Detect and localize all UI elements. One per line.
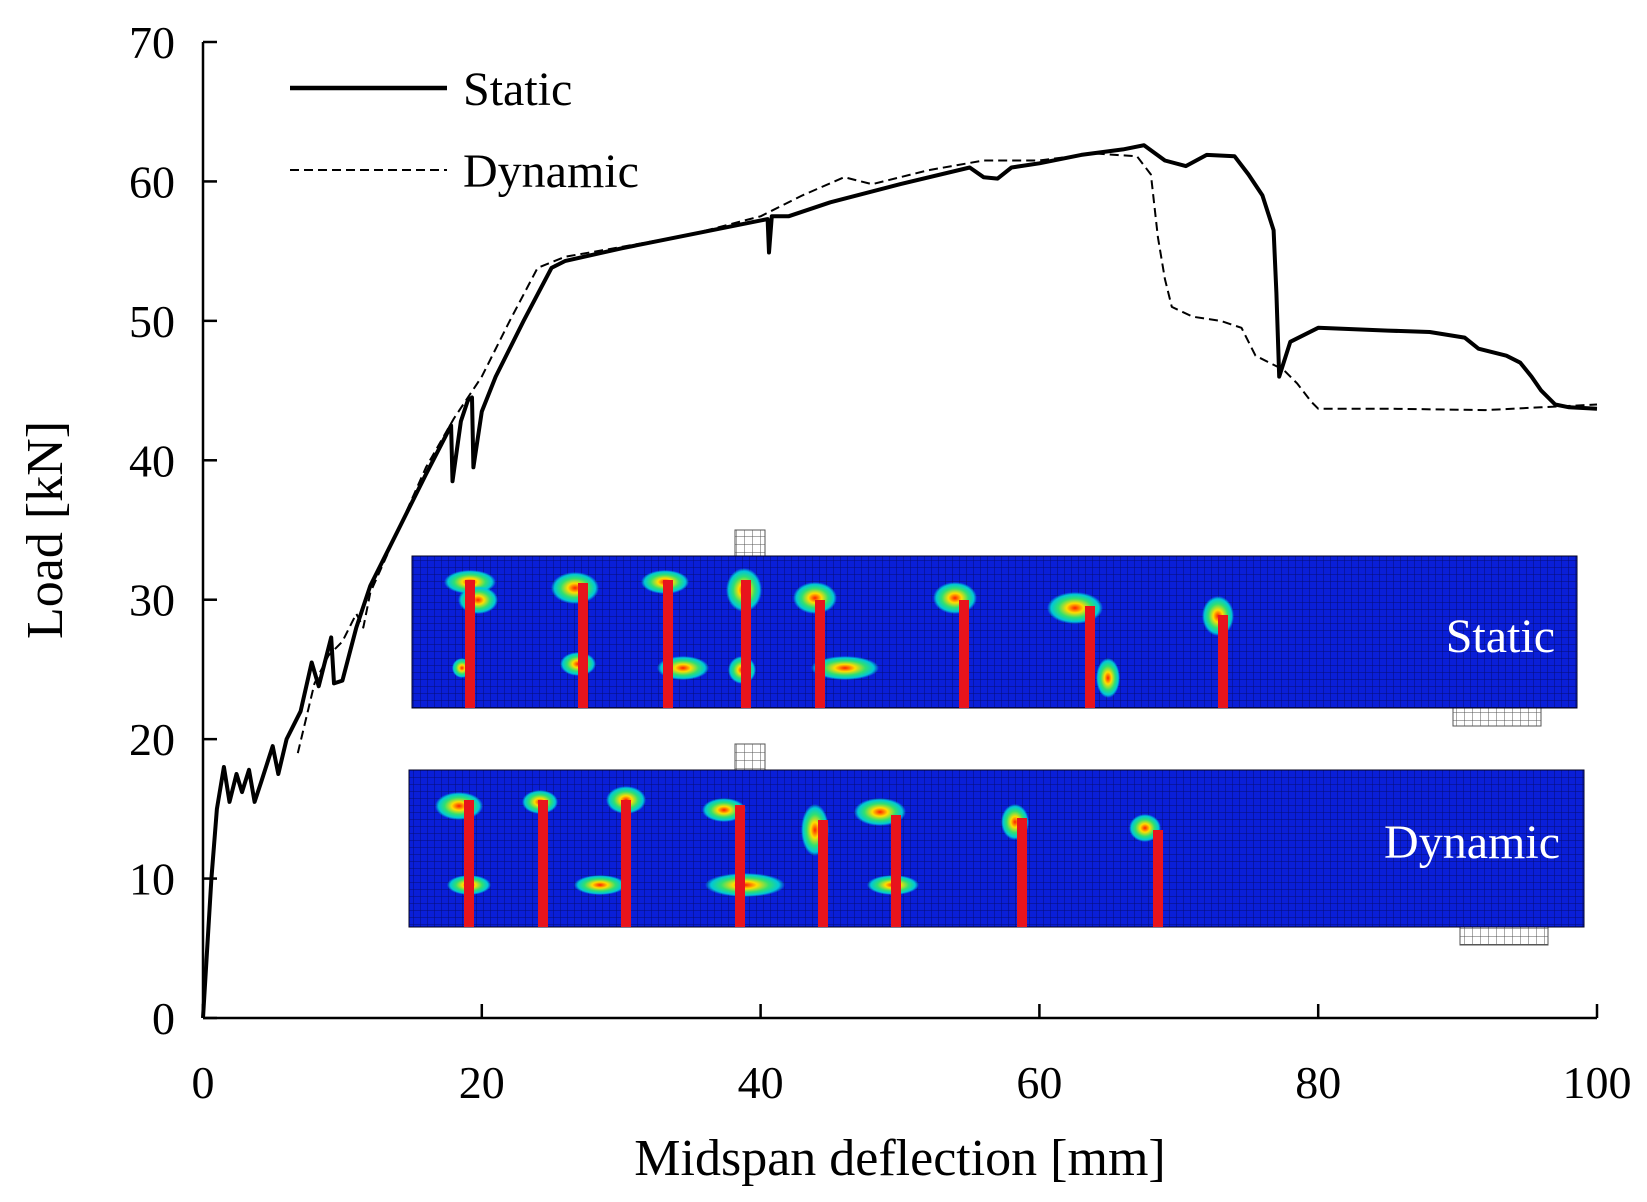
crack-band [538,800,548,927]
damage-zone [435,792,483,820]
loading-plate [734,743,766,771]
loading-plate [734,529,766,557]
x-tick-label: 60 [1016,1057,1062,1108]
damage-zone [1096,658,1120,698]
series-line-static [201,143,1598,1019]
inset-label: Static [1446,610,1555,663]
x-tick-label: 100 [1563,1057,1632,1108]
x-axis-title: Midspan deflection [mm] [634,1130,1165,1187]
inset-dynamic: Dynamic [408,743,1585,946]
y-tick-label: 70 [129,17,175,68]
y-tick-label: 60 [129,156,175,207]
y-tick-label: 20 [129,714,175,765]
mesh-grid [412,556,1577,708]
crack-pattern-insets: Static Dynamic [408,529,1585,946]
support-plate [1452,707,1542,727]
crack-band [578,583,588,708]
crack-band [464,800,474,927]
damage-zone [793,582,837,614]
crack-band [1218,615,1228,708]
crack-band [1017,818,1027,927]
legend-label-dynamic: Dynamic [463,145,639,198]
crack-band [465,580,475,708]
legend: Static Dynamic [290,63,639,198]
crack-band [1153,830,1163,927]
y-tick-label: 10 [129,854,175,905]
legend-label-static: Static [463,63,572,116]
damage-zone [811,656,879,680]
series-lines [201,143,1598,1019]
x-tick-label: 20 [459,1057,505,1108]
crack-band [1085,606,1095,708]
damage-zone [933,582,977,614]
axes: 0 10 20 30 40 50 60 70 0 20 40 60 80 100 Midspan defle… [17,17,1632,1187]
inset-static: Static [411,529,1578,727]
series-line-dynamic [296,152,1598,754]
damage-zone [458,586,498,614]
crack-band [891,815,901,927]
y-tick-label: 40 [129,435,175,486]
crack-band [818,820,828,927]
crack-band [735,805,745,927]
y-tick-label: 50 [129,296,175,347]
x-tick-label: 80 [1295,1057,1341,1108]
inset-label: Dynamic [1384,816,1560,869]
y-tick-label: 30 [129,575,175,626]
crack-band [815,600,825,708]
damage-zone [574,875,626,895]
x-tick-label: 40 [738,1057,784,1108]
crack-band [663,580,673,708]
support-plate [1459,926,1549,946]
y-tick-label: 0 [152,993,175,1044]
mesh-grid [409,770,1584,927]
y-axis-title: Load [kN] [17,421,74,639]
crack-band [959,600,969,708]
crack-band [621,800,631,927]
x-tick-label: 0 [192,1057,215,1108]
damage-zone [551,572,599,604]
crack-band [741,580,751,708]
